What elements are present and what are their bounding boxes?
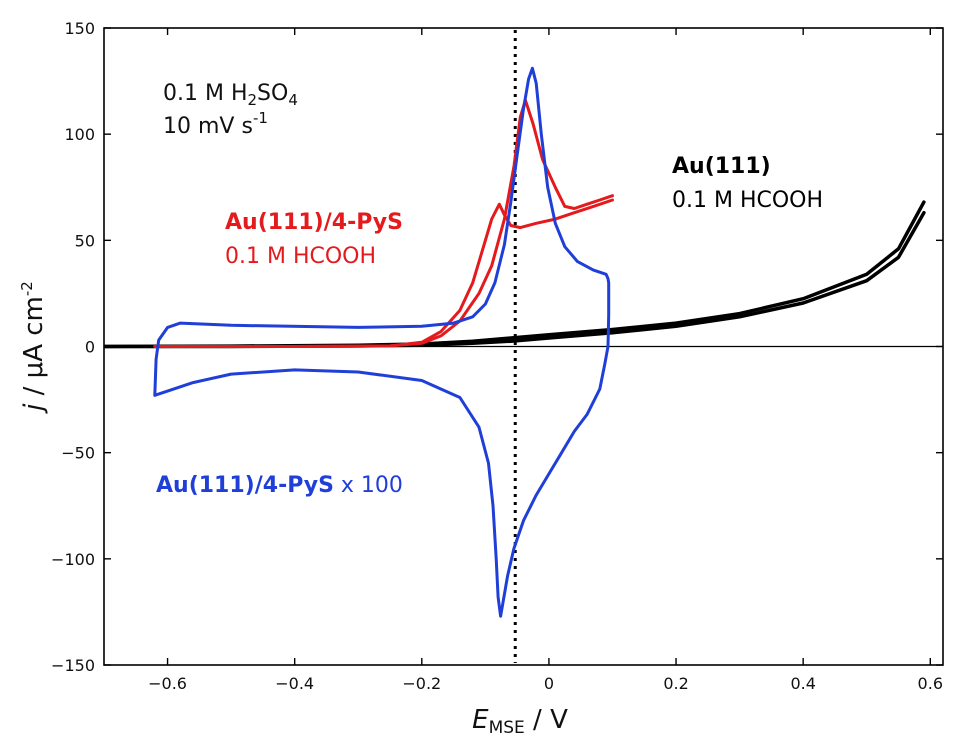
pys-label: Au(111)/4-PyS bbox=[225, 210, 403, 235]
curves bbox=[104, 66, 926, 618]
curve-1-reverse bbox=[153, 198, 614, 348]
pys-x100-label: Au(111)/4-PyS x 100 bbox=[156, 473, 403, 498]
x-axis-label: EMSE / V bbox=[472, 705, 568, 738]
au111-electrolyte-label: 0.1 M HCOOH bbox=[672, 188, 823, 213]
curve-2-forward bbox=[153, 66, 611, 618]
x-tick-label: 0.6 bbox=[918, 674, 943, 693]
y-tick-label: −150 bbox=[51, 656, 95, 675]
au111-label: Au(111) bbox=[672, 154, 771, 179]
y-tick-label: 0 bbox=[85, 338, 95, 357]
y-tick-label: 150 bbox=[64, 19, 95, 38]
x-tick-label: 0 bbox=[544, 674, 554, 693]
x-tick-label: −0.2 bbox=[402, 674, 441, 693]
x-tick-label: 0.4 bbox=[790, 674, 815, 693]
y-axis-label: j / μA cm-2 bbox=[18, 281, 49, 414]
conditions-line-2: 10 mV s-1 bbox=[163, 109, 268, 139]
x-tick-label: −0.4 bbox=[275, 674, 314, 693]
x-tick-label: 0.2 bbox=[663, 674, 688, 693]
y-tick-label: 100 bbox=[64, 125, 95, 144]
y-tick-label: −50 bbox=[61, 444, 95, 463]
x-ticks: −0.6 −0.4 −0.2 0 0.2 0.4 0.6 bbox=[148, 28, 943, 693]
x-tick-label: −0.6 bbox=[148, 674, 187, 693]
y-tick-label: 50 bbox=[75, 231, 95, 250]
pys-electrolyte-label: 0.1 M HCOOH bbox=[225, 244, 376, 269]
y-ticks: −150 −100 −50 0 50 100 150 bbox=[51, 19, 943, 675]
conditions-line-1: 0.1 M H2SO4 bbox=[163, 81, 298, 109]
y-tick-label: −100 bbox=[51, 550, 95, 569]
